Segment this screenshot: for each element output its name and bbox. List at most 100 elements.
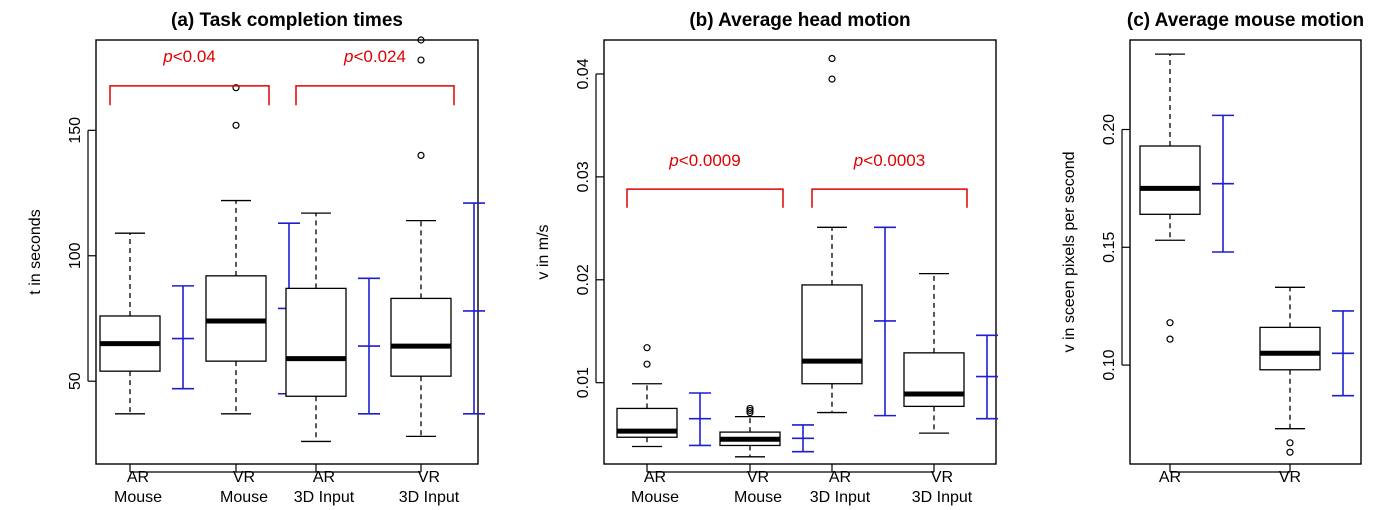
outlier-point (417, 151, 425, 160)
mean-sd-marker (172, 285, 194, 390)
chart-title: (a) Task completion times (171, 10, 403, 31)
box-group: VR (1259, 286, 1321, 486)
y-tick-label: 0.03 (575, 161, 592, 192)
y-axis-label: v in m/s (535, 224, 552, 279)
y-tick-label: 0.20 (1101, 114, 1118, 145)
y-tick-label: 0.15 (1101, 232, 1118, 263)
panel-a: (a) Task completion times 50 100 150 t in se… (27, 10, 485, 506)
x-tick-label: VR (418, 469, 440, 486)
p-threshold: <0.024 (353, 47, 405, 66)
outlier-point (417, 56, 425, 64)
outlier-point (1166, 319, 1174, 327)
box-group: VR Mouse (719, 404, 782, 506)
x-tick-label: Mouse (114, 489, 162, 506)
x-tick-label: AR (829, 469, 851, 486)
y-tick-label: 100 (67, 242, 84, 269)
iqr-box (390, 297, 452, 377)
plot-frame (95, 39, 479, 465)
iqr-box (205, 275, 267, 362)
bracket-line (811, 188, 968, 208)
y-tick-label: 50 (67, 372, 84, 390)
panel-c: (c) Average mouse motion 0.10 0.15 0.20 v in… (1061, 10, 1364, 486)
outlier-point (746, 404, 754, 413)
mean-sd-marker (792, 424, 814, 453)
y-tick-label: 0.04 (575, 58, 592, 89)
box-group: VR 3D Input (390, 36, 460, 506)
bracket-line (295, 85, 455, 106)
outlier-point (1166, 335, 1174, 343)
outlier-point (232, 84, 240, 92)
p-symbol: p (668, 151, 678, 170)
box-group: AR (1139, 53, 1201, 486)
x-tick-label: Mouse (220, 489, 268, 506)
outlier-point (417, 36, 425, 44)
p-threshold: <0.04 (173, 47, 216, 66)
x-tick-label: VR (747, 469, 769, 486)
p-threshold: <0.0009 (679, 151, 741, 170)
outlier-point (1286, 448, 1294, 456)
p-symbol: p (343, 47, 353, 66)
outlier-point (643, 344, 651, 352)
box-group: AR 3D Input (801, 54, 871, 506)
y-tick-label: 0.01 (575, 367, 592, 398)
plot-frame (1129, 39, 1362, 465)
x-tick-label: 3D Input (399, 489, 460, 506)
x-tick-label: AR (313, 469, 335, 486)
mean-sd-marker (689, 392, 711, 447)
iqr-box (801, 284, 863, 385)
outlier-point (1286, 439, 1294, 447)
iqr-box (1139, 145, 1201, 215)
x-tick-label: VR (233, 469, 255, 486)
x-tick-label: 3D Input (810, 489, 871, 506)
y-axis-label: v in sceen pixels per second (1061, 152, 1078, 353)
y-axis-label: t in seconds (27, 209, 44, 294)
box-group: VR Mouse (205, 84, 268, 506)
x-tick-label: AR (1159, 469, 1181, 486)
box-group: AR 3D Input (285, 212, 355, 506)
x-tick-label: Mouse (734, 489, 782, 506)
bracket-line (626, 188, 784, 208)
p-value-label: p<0.024 (343, 47, 406, 66)
p-symbol: p (853, 151, 863, 170)
iqr-box (285, 287, 347, 397)
y-tick-label: 0.02 (575, 264, 592, 295)
x-tick-label: VR (1279, 469, 1301, 486)
significance-bracket: p<0.04 (109, 47, 270, 106)
significance-bracket: p<0.0003 (811, 151, 968, 208)
p-value-label: p<0.0009 (668, 151, 740, 170)
y-tick-label: 0.10 (1101, 349, 1118, 380)
mean-sd-marker (1212, 114, 1234, 253)
p-threshold: <0.0003 (863, 151, 925, 170)
p-symbol: p (162, 47, 172, 66)
x-tick-label: 3D Input (912, 489, 973, 506)
mean-sd-marker (358, 277, 380, 415)
box-group: AR Mouse (616, 344, 679, 506)
significance-bracket: p<0.0009 (626, 151, 784, 208)
x-tick-label: AR (127, 469, 149, 486)
outlier-point (746, 408, 754, 417)
x-tick-label: Mouse (631, 489, 679, 506)
outlier-point (232, 121, 240, 129)
x-tick-label: VR (931, 469, 953, 486)
box-group: AR Mouse (99, 232, 162, 506)
y-tick-label: 150 (67, 117, 84, 144)
outlier-point (643, 360, 651, 368)
p-value-label: p<0.0003 (853, 151, 925, 170)
x-tick-label: 3D Input (294, 489, 355, 506)
p-value-label: p<0.04 (162, 47, 215, 66)
plot-frame (603, 39, 997, 465)
outlier-point (828, 54, 836, 63)
bracket-line (109, 85, 270, 106)
box-group: VR 3D Input (903, 272, 973, 506)
panel-b: (b) Average head motion 0.01 0.02 0.03 0.04 v… (535, 10, 998, 506)
chart-title: (b) Average head motion (689, 10, 910, 31)
iqr-box (1259, 326, 1321, 371)
chart-title: (c) Average mouse motion (1127, 10, 1364, 31)
mean-sd-marker (976, 334, 998, 420)
mean-sd-marker (874, 226, 896, 417)
iqr-box (903, 352, 965, 408)
mean-sd-marker (463, 202, 485, 415)
x-tick-label: AR (644, 469, 666, 486)
significance-bracket: p<0.024 (295, 47, 455, 106)
